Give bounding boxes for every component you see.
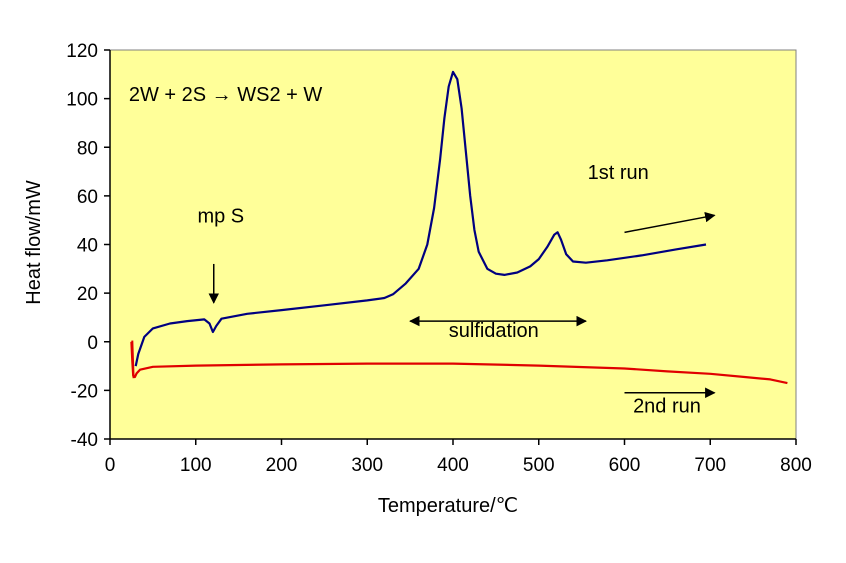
x-tick-label: 700	[694, 455, 726, 476]
annotation-text: sulfidation	[449, 320, 539, 342]
x-tick-label: 400	[437, 455, 469, 476]
x-tick-label: 800	[780, 455, 812, 476]
x-axis-title: Temperature/℃	[378, 495, 518, 517]
y-tick-label: 60	[77, 187, 98, 208]
x-tick-label: 600	[609, 455, 641, 476]
x-tick-label: 0	[105, 455, 116, 476]
annotation-text: 2nd run	[633, 395, 701, 417]
y-tick-label: -20	[71, 381, 98, 402]
y-tick-label: 0	[87, 333, 98, 354]
series-layer	[130, 70, 788, 385]
annotation-text: 1st run	[588, 162, 649, 184]
y-tick-label: 20	[77, 284, 98, 305]
y-tick-label: 40	[77, 236, 98, 257]
y-tick-label: 80	[77, 138, 98, 159]
y-axis-title: Heat flow/mW	[23, 180, 45, 305]
series-2nd-run	[130, 341, 788, 385]
x-tick-label: 500	[523, 455, 555, 476]
annotation-layer: 2W + 2S → WS2 + W mp S 1st run sulfidation 2…	[129, 84, 716, 417]
y-tick-label: 100	[66, 90, 98, 111]
x-tick-label: 200	[266, 455, 298, 476]
y-tick-label: -40	[71, 430, 98, 451]
x-tick-label: 100	[180, 455, 212, 476]
series-2nd-run-start-spike	[131, 340, 135, 379]
plot-area	[110, 50, 796, 439]
series-1st-run	[134, 70, 707, 367]
x-tick-label: 300	[351, 455, 383, 476]
axes: -40 -20 0 20 40 60 80 100 120 0 100 200 300 400 500 600…	[66, 41, 812, 476]
arrow	[624, 211, 716, 234]
annotation-text: 2W + 2S → WS2 + W	[129, 84, 323, 106]
annotation-text: mp S	[197, 206, 244, 228]
y-tick-label: 120	[66, 41, 98, 62]
